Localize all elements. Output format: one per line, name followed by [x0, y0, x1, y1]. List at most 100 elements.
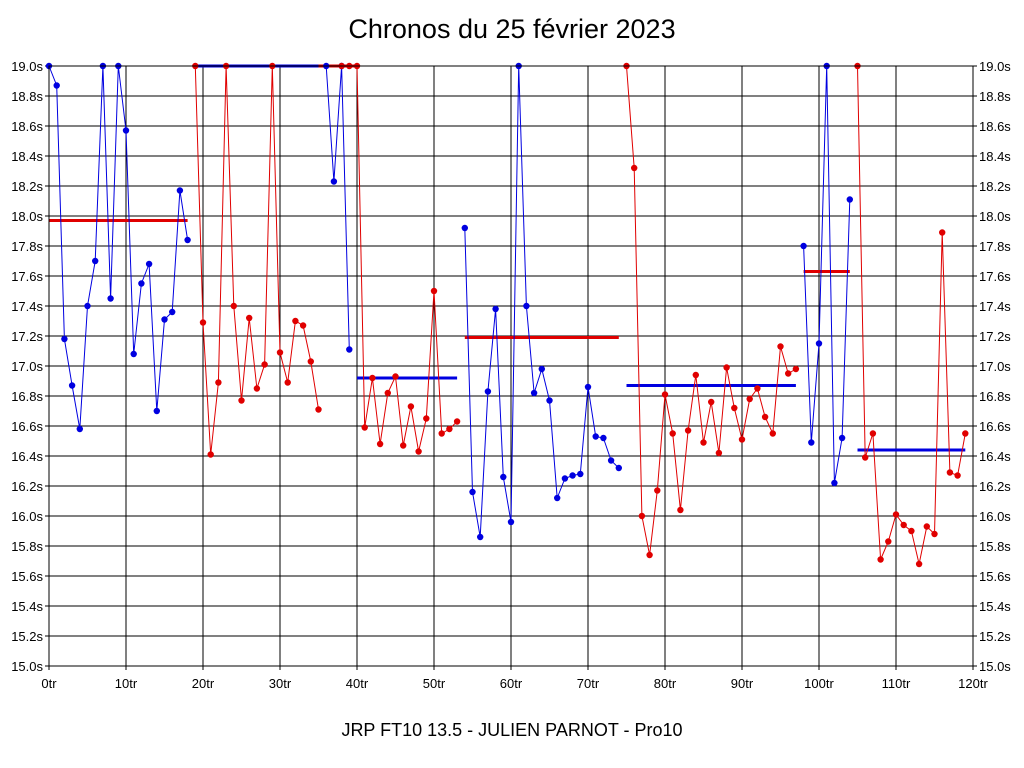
- data-point-blue: [153, 407, 160, 415]
- data-point-blue: [500, 473, 507, 481]
- data-point-red: [731, 404, 738, 412]
- data-point-red: [438, 430, 445, 437]
- data-point-red: [238, 397, 245, 404]
- data-point-red: [453, 418, 461, 425]
- y-tick-label-left: 15.8s: [11, 539, 43, 554]
- data-point-blue: [538, 365, 545, 373]
- y-tick-label-right: 15.6s: [979, 569, 1011, 584]
- data-point-red: [708, 398, 715, 406]
- data-point-blue: [130, 350, 137, 358]
- data-point-red: [684, 427, 692, 434]
- y-tick-label-right: 17.2s: [979, 329, 1011, 344]
- data-point-red: [361, 424, 368, 431]
- series-line-blue: [464, 65, 620, 538]
- y-tick-label-right: 16.8s: [979, 389, 1011, 404]
- series-lines: [48, 65, 966, 565]
- data-point-blue: [53, 82, 60, 89]
- data-point-red: [915, 560, 923, 568]
- data-point-red: [307, 358, 314, 365]
- x-tick-label: 110tr: [882, 676, 911, 691]
- data-point-blue: [607, 457, 615, 464]
- data-point-red: [939, 229, 946, 236]
- plot-frame: [48, 65, 974, 667]
- data-point-red: [199, 319, 207, 326]
- data-point-red: [276, 349, 284, 356]
- y-tick-label-left: 16.0s: [11, 509, 43, 524]
- data-point-red: [446, 425, 453, 433]
- data-point-red: [769, 430, 776, 437]
- x-tick-label: 30tr: [269, 676, 292, 691]
- data-point-red: [669, 430, 676, 437]
- data-point-red: [869, 430, 877, 437]
- data-point-blue: [800, 242, 807, 250]
- data-point-red: [400, 442, 407, 449]
- data-point-blue: [546, 397, 553, 404]
- x-tick-label: 60tr: [500, 676, 523, 691]
- data-point-red: [407, 403, 415, 410]
- data-point-red: [638, 512, 646, 520]
- data-point-red: [369, 374, 376, 382]
- data-point-blue: [831, 479, 838, 487]
- data-point-red: [785, 370, 792, 377]
- data-point-red: [900, 521, 907, 529]
- data-point-blue: [600, 434, 607, 442]
- data-point-blue: [145, 260, 153, 268]
- data-point-red: [746, 395, 753, 403]
- data-point-red: [230, 302, 237, 310]
- series-line-blue: [803, 65, 851, 484]
- chart-title: Chronos du 25 février 2023: [348, 14, 676, 44]
- data-point-blue: [808, 439, 815, 446]
- data-point-red: [723, 364, 730, 371]
- data-point-red: [631, 164, 638, 172]
- data-point-red: [415, 448, 422, 455]
- data-point-blue: [523, 302, 530, 310]
- data-point-red: [284, 379, 291, 386]
- y-tick-label-left: 16.2s: [11, 479, 43, 494]
- y-tick-label-left: 17.2s: [11, 329, 43, 344]
- data-point-blue: [507, 518, 515, 526]
- y-tick-label-left: 15.0s: [11, 659, 43, 674]
- data-point-red: [715, 449, 723, 457]
- x-tick-label: 100tr: [804, 676, 834, 691]
- y-tick-label-right: 15.0s: [979, 659, 1011, 674]
- data-point-red: [292, 317, 299, 325]
- data-point-red: [261, 361, 268, 368]
- data-point-red: [692, 371, 699, 379]
- data-point-red: [376, 440, 384, 448]
- data-point-red: [862, 454, 869, 461]
- data-point-blue: [615, 464, 622, 472]
- series-points: [45, 62, 969, 568]
- data-point-blue: [838, 434, 846, 442]
- series-line-blue: [325, 65, 350, 350]
- data-point-blue: [484, 388, 492, 395]
- data-point-red: [946, 469, 954, 476]
- data-point-blue: [815, 340, 823, 347]
- series-line-red: [626, 65, 797, 556]
- y-tick-label-right: 18.6s: [979, 119, 1011, 134]
- data-point-red: [253, 385, 261, 392]
- x-tick-label: 80tr: [654, 676, 677, 691]
- data-point-red: [923, 523, 930, 530]
- data-point-red: [654, 487, 661, 494]
- data-point-blue: [122, 127, 130, 134]
- data-point-red: [700, 439, 707, 446]
- data-point-red: [430, 287, 438, 295]
- data-point-blue: [61, 335, 68, 343]
- grid: [45, 65, 977, 670]
- y-tick-label-right: 17.8s: [979, 239, 1011, 254]
- y-tick-label-left: 18.8s: [11, 89, 43, 104]
- data-point-blue: [584, 383, 592, 391]
- y-tick-label-left: 15.4s: [11, 599, 43, 614]
- y-tick-label-left: 16.6s: [11, 419, 43, 434]
- y-tick-label-left: 18.2s: [11, 179, 43, 194]
- x-tick-label: 10tr: [115, 676, 138, 691]
- data-point-red: [215, 379, 222, 386]
- y-tick-label-right: 17.0s: [979, 359, 1011, 374]
- series-line-blue: [48, 65, 189, 430]
- data-point-red: [962, 430, 969, 437]
- data-point-red: [754, 385, 761, 392]
- y-tick-label-left: 17.4s: [11, 299, 43, 314]
- y-tick-label-left: 18.0s: [11, 209, 43, 224]
- y-tick-label-left: 17.8s: [11, 239, 43, 254]
